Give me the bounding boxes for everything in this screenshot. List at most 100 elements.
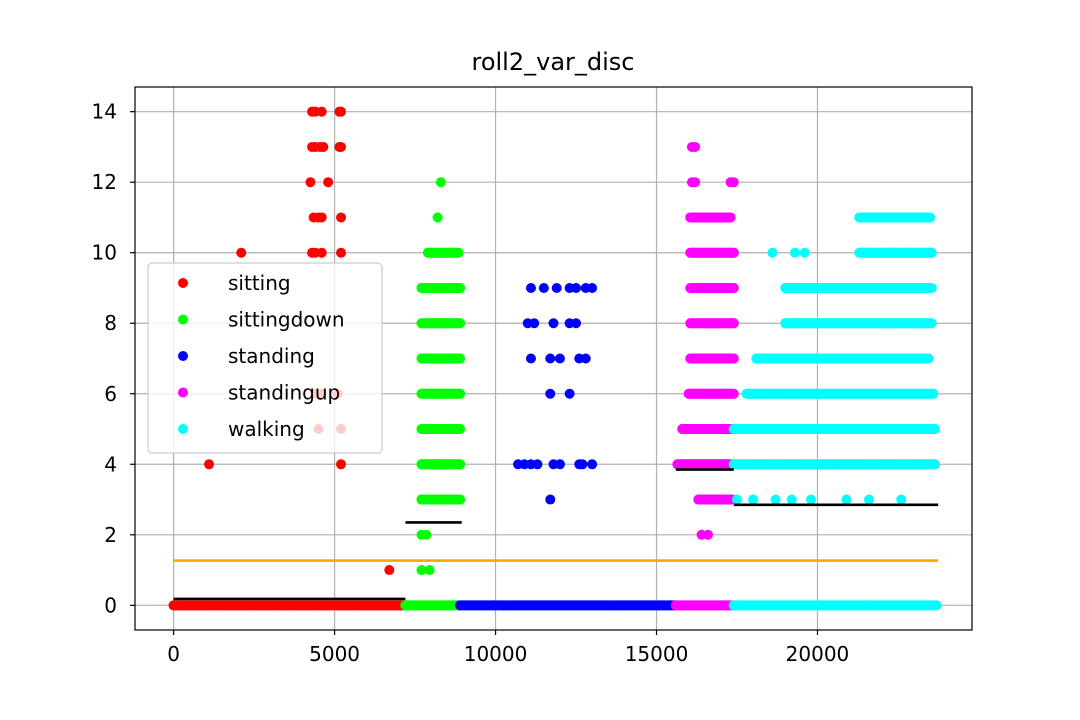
data-point-sitting: [323, 177, 334, 188]
data-point-sitting: [384, 565, 395, 576]
data-point-sitting: [204, 459, 215, 470]
data-point-sittingdown: [443, 600, 454, 611]
data-point-standingup: [688, 600, 699, 611]
data-point-sitting: [281, 600, 292, 611]
data-point-walking: [928, 600, 939, 611]
data-point-walking: [824, 600, 835, 611]
data-bands: [168, 212, 942, 611]
data-point-sittingdown: [454, 494, 465, 505]
data-point-standing: [585, 600, 596, 611]
y-tick-label: 12: [92, 170, 117, 194]
legend: sitting sittingdown standing standingup walk…: [147, 262, 383, 454]
y-tick-label: 14: [92, 100, 117, 124]
data-point-sitting: [272, 600, 283, 611]
data-point-walking: [922, 353, 933, 364]
data-point-walking: [928, 459, 939, 470]
data-point-standingup: [728, 282, 739, 293]
data-point-sitting: [318, 141, 329, 152]
data-point-standing: [545, 353, 556, 364]
data-point-standing: [620, 600, 631, 611]
legend-label-sitting: sitting: [228, 271, 291, 295]
data-point-walking: [850, 600, 861, 611]
data-point-sittingdown: [454, 353, 465, 364]
data-point-sitting: [290, 600, 301, 611]
data-point-standing: [542, 600, 553, 611]
data-point-standing: [538, 282, 549, 293]
reference-lines: [173, 468, 939, 601]
data-point-sitting: [336, 459, 347, 470]
data-point-standing: [533, 600, 544, 611]
legend-box: [147, 262, 383, 454]
data-point-standingup: [679, 600, 690, 611]
data-point-standingup: [728, 177, 739, 188]
y-tick-label: 10: [92, 241, 117, 265]
data-point-sitting: [334, 106, 345, 117]
data-point-standingup: [714, 600, 725, 611]
data-point-sitting: [186, 600, 197, 611]
data-point-sittingdown: [424, 565, 435, 576]
data-point-standing: [637, 600, 648, 611]
data-point-sitting: [194, 600, 205, 611]
data-point-standing: [571, 282, 582, 293]
data-point-standingup: [715, 212, 726, 223]
data-point-standing: [577, 459, 588, 470]
data-point-sittingdown: [454, 318, 465, 329]
data-point-standingup: [690, 177, 701, 188]
data-point-walking: [757, 353, 768, 364]
data-point-sittingdown: [454, 388, 465, 399]
data-point-standing: [507, 600, 518, 611]
data-point-walking: [763, 600, 774, 611]
data-point-sitting: [333, 600, 344, 611]
x-tick-label: 5000: [309, 642, 360, 666]
data-point-walking: [833, 600, 844, 611]
data-point-walking: [767, 247, 778, 258]
data-point-walking: [746, 600, 757, 611]
data-point-standing: [611, 600, 622, 611]
legend-label-standing: standing: [228, 344, 315, 368]
data-point-sittingdown: [417, 600, 428, 611]
data-point-sittingdown: [416, 565, 427, 576]
data-point-sitting: [307, 600, 318, 611]
data-point-standing: [568, 600, 579, 611]
data-point-standingup: [728, 318, 739, 329]
data-point-walking: [737, 600, 748, 611]
data-point-standing: [594, 600, 605, 611]
data-point-sitting: [316, 106, 327, 117]
data-point-standing: [525, 282, 536, 293]
data-point-standingup: [722, 212, 733, 223]
data-point-walking: [863, 494, 874, 505]
data-point-walking: [798, 600, 809, 611]
data-point-sitting: [212, 600, 223, 611]
data-point-walking: [806, 494, 817, 505]
data-point-sittingdown: [432, 212, 443, 223]
data-point-sitting: [359, 600, 370, 611]
data-point-walking: [902, 600, 913, 611]
data-point-standing: [564, 388, 575, 399]
data-point-standing: [554, 459, 565, 470]
data-point-sitting: [236, 247, 247, 258]
data-point-standing: [587, 282, 598, 293]
data-point-standing: [515, 600, 526, 611]
data-point-sitting: [168, 600, 179, 611]
data-point-walking: [919, 600, 930, 611]
x-tick-label: 10000: [464, 642, 528, 666]
data-point-walking: [896, 494, 907, 505]
data-point-sitting: [377, 600, 388, 611]
legend-label-standingup: standingup: [228, 381, 340, 405]
data-point-sittingdown: [454, 282, 465, 293]
data-point-walking: [799, 247, 810, 258]
data-point-walking: [859, 600, 870, 611]
data-point-standing: [481, 600, 492, 611]
data-point-sitting: [342, 600, 353, 611]
data-point-walking: [772, 600, 783, 611]
data-point-walking: [925, 282, 936, 293]
data-point-standing: [571, 318, 582, 329]
data-point-walking: [841, 494, 852, 505]
data-point-standing: [646, 600, 657, 611]
data-point-standing: [548, 318, 559, 329]
y-tick-label: 0: [104, 593, 117, 617]
data-point-walking: [926, 247, 937, 258]
data-point-standing: [628, 600, 639, 611]
x-tick-label: 0: [167, 642, 180, 666]
data-point-sitting: [203, 600, 214, 611]
